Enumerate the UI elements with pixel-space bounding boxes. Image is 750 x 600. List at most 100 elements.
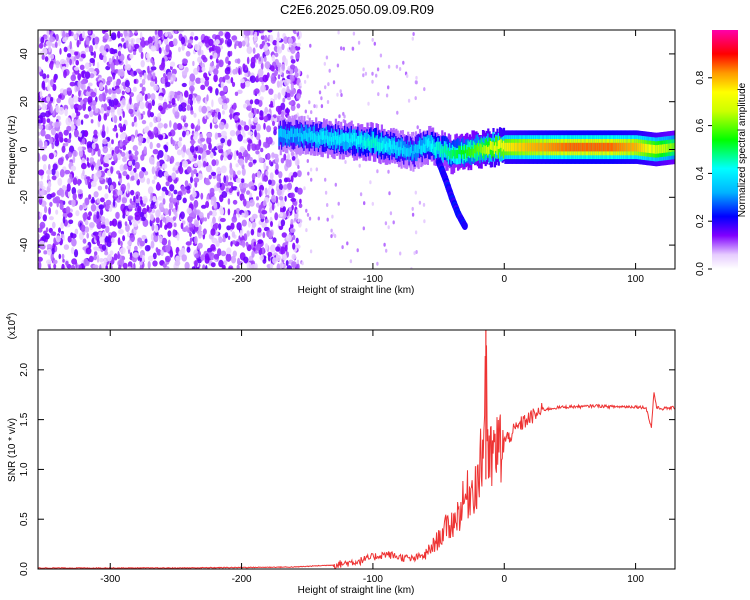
noise-speckle [299, 82, 302, 87]
noise-speckle [163, 144, 168, 150]
noise-speckle [91, 164, 94, 171]
noise-speckle [112, 198, 116, 208]
noise-speckle [418, 200, 422, 205]
noise-speckle [47, 174, 50, 181]
noise-speckle [385, 93, 389, 98]
noise-speckle [229, 113, 233, 120]
noise-speckle [297, 187, 303, 195]
noise-speckle [130, 175, 135, 181]
noise-speckle [209, 87, 213, 94]
noise-speckle [50, 105, 53, 114]
noise-speckle [272, 257, 277, 264]
noise-speckle [224, 74, 230, 80]
noise-speckle [104, 236, 110, 243]
noise-speckle [285, 210, 289, 217]
noise-speckle [284, 244, 288, 252]
noise-speckle [288, 43, 292, 48]
noise-speckle [221, 191, 228, 198]
noise-speckle [375, 73, 378, 78]
noise-speckle [324, 85, 327, 90]
noise-speckle [127, 215, 134, 221]
noise-speckle [117, 237, 121, 246]
noise-speckle [167, 175, 173, 183]
noise-speckle [129, 53, 134, 59]
noise-speckle [165, 215, 171, 224]
noise-speckle [118, 264, 122, 269]
noise-speckle [164, 171, 169, 177]
noise-speckle [82, 103, 86, 111]
noise-speckle [77, 178, 81, 186]
noise-speckle [337, 201, 340, 206]
noise-speckle [73, 129, 79, 138]
noise-speckle [320, 104, 324, 109]
noise-speckle [158, 202, 164, 211]
noise-speckle [270, 221, 273, 227]
noise-speckle [190, 110, 194, 115]
noise-speckle [204, 80, 209, 87]
noise-speckle [149, 213, 154, 221]
noise-speckle [198, 224, 202, 232]
noise-speckle [71, 238, 77, 247]
noise-speckle [290, 59, 296, 64]
noise-speckle [165, 181, 170, 187]
noise-speckle [215, 46, 221, 54]
noise-speckle [215, 39, 220, 45]
noise-speckle [91, 142, 96, 150]
noise-speckle [415, 250, 418, 254]
noise-speckle [150, 93, 156, 101]
noise-speckle [81, 162, 87, 170]
noise-speckle [200, 77, 206, 84]
noise-speckle [415, 80, 418, 85]
noise-speckle [274, 52, 279, 58]
colorbar-gradient [712, 30, 738, 269]
noise-speckle [210, 200, 214, 206]
noise-speckle [283, 153, 287, 161]
spectrogram-y-axis-label: Frequency (Hz) [7, 116, 18, 185]
noise-speckle [253, 30, 259, 33]
noise-speckle [155, 216, 160, 224]
noise-speckle [251, 173, 256, 181]
noise-speckle [151, 166, 156, 175]
y-tick-label: -20 [19, 190, 30, 205]
noise-speckle [356, 248, 359, 253]
noise-speckle [290, 104, 296, 112]
noise-speckle [126, 64, 132, 71]
noise-speckle [48, 125, 52, 131]
colorbar-tick-label: 0.4 [695, 166, 706, 180]
noise-speckle [265, 136, 269, 144]
noise-speckle [38, 104, 41, 110]
noise-speckle [407, 98, 411, 103]
noise-speckle [100, 262, 105, 269]
noise-speckle [270, 100, 274, 108]
noise-speckle [195, 77, 202, 84]
noise-speckle [85, 37, 89, 45]
noise-speckle [77, 73, 82, 81]
noise-speckle [117, 221, 122, 229]
branch-cell [461, 222, 468, 230]
noise-speckle [118, 46, 122, 51]
noise-speckle [161, 190, 165, 200]
noise-speckle [165, 244, 171, 252]
noise-speckle [147, 261, 151, 269]
noise-speckle [296, 103, 301, 109]
noise-speckle [219, 217, 226, 223]
noise-speckle [144, 245, 151, 252]
noise-speckle [72, 155, 76, 164]
noise-speckle [210, 262, 216, 268]
noise-speckle [264, 243, 269, 251]
noise-speckle [71, 58, 75, 65]
noise-speckle [149, 112, 154, 118]
noise-speckle [216, 173, 221, 182]
noise-speckle [70, 74, 77, 82]
noise-speckle [90, 119, 94, 124]
noise-speckle [254, 129, 257, 138]
noise-speckle [275, 254, 281, 262]
noise-speckle [282, 206, 286, 212]
noise-speckle [292, 242, 296, 250]
noise-speckle [142, 111, 146, 115]
noise-speckle [242, 183, 249, 189]
noise-speckle [165, 189, 169, 196]
noise-speckle [173, 208, 176, 215]
noise-speckle [258, 189, 262, 198]
noise-speckle [218, 236, 223, 244]
